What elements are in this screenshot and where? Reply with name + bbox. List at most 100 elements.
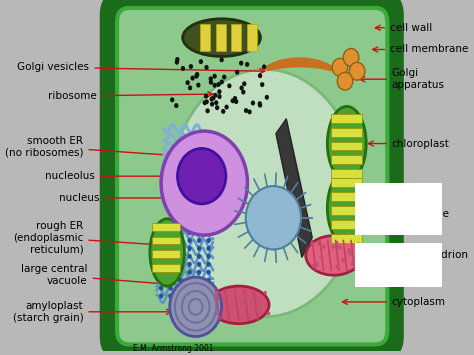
Circle shape [168, 294, 173, 299]
Circle shape [159, 230, 163, 235]
Circle shape [197, 278, 201, 283]
Circle shape [212, 74, 217, 79]
Bar [331, 178, 362, 187]
Circle shape [204, 65, 209, 70]
Circle shape [178, 222, 182, 227]
Circle shape [216, 82, 220, 87]
Circle shape [187, 238, 192, 243]
Circle shape [207, 294, 211, 299]
Circle shape [207, 238, 211, 243]
Bar [331, 169, 362, 178]
Circle shape [177, 148, 226, 204]
Circle shape [189, 64, 193, 69]
Circle shape [349, 252, 353, 256]
Circle shape [257, 311, 261, 315]
Circle shape [240, 316, 243, 320]
Circle shape [241, 89, 246, 94]
Circle shape [205, 108, 210, 113]
Circle shape [207, 278, 211, 283]
Circle shape [339, 246, 342, 250]
Circle shape [197, 238, 201, 243]
Ellipse shape [328, 171, 366, 245]
Circle shape [212, 83, 217, 88]
Circle shape [264, 95, 269, 100]
Text: nucleolus: nucleolus [45, 171, 182, 181]
Circle shape [349, 62, 365, 80]
Circle shape [178, 285, 182, 290]
Bar [331, 206, 362, 215]
Circle shape [341, 258, 345, 262]
Circle shape [218, 94, 222, 99]
Circle shape [175, 57, 180, 62]
Circle shape [168, 238, 173, 243]
Bar [200, 24, 210, 51]
Circle shape [258, 303, 262, 307]
Text: rough ER
(endoplasmic
reticulum): rough ER (endoplasmic reticulum) [13, 221, 165, 254]
Circle shape [187, 294, 192, 299]
Circle shape [234, 99, 238, 104]
Bar [331, 114, 362, 123]
Circle shape [159, 238, 163, 243]
Circle shape [178, 294, 182, 299]
Circle shape [233, 96, 237, 101]
Bar [153, 250, 180, 258]
Circle shape [170, 97, 174, 102]
Circle shape [210, 97, 214, 102]
Ellipse shape [306, 236, 362, 275]
Circle shape [168, 262, 173, 267]
Circle shape [234, 291, 237, 295]
Bar [331, 192, 362, 201]
Circle shape [187, 230, 192, 235]
Circle shape [343, 49, 359, 66]
Circle shape [178, 246, 182, 251]
Circle shape [199, 59, 203, 64]
Text: E.M. Armstrong 2001: E.M. Armstrong 2001 [133, 344, 213, 354]
Circle shape [258, 73, 262, 78]
Circle shape [244, 294, 247, 298]
Circle shape [257, 101, 262, 106]
Bar [216, 24, 226, 51]
Circle shape [214, 100, 219, 105]
Circle shape [197, 222, 201, 227]
Circle shape [219, 80, 224, 84]
Circle shape [159, 278, 163, 283]
Circle shape [245, 62, 249, 67]
Circle shape [175, 60, 179, 65]
Circle shape [159, 262, 163, 267]
Circle shape [197, 294, 201, 299]
Circle shape [197, 285, 201, 290]
Bar [356, 183, 442, 235]
Circle shape [207, 246, 211, 251]
Text: cell wall: cell wall [375, 23, 432, 33]
Circle shape [317, 241, 320, 245]
Circle shape [194, 74, 199, 79]
Circle shape [348, 250, 351, 254]
Circle shape [188, 85, 192, 90]
FancyBboxPatch shape [107, 0, 397, 354]
Circle shape [187, 262, 192, 267]
Circle shape [207, 222, 211, 227]
Circle shape [178, 230, 182, 235]
Bar [153, 236, 180, 245]
Text: amyloplast
(starch grain): amyloplast (starch grain) [13, 301, 172, 323]
Bar [331, 234, 362, 242]
Circle shape [337, 72, 353, 90]
Circle shape [204, 94, 208, 99]
Circle shape [254, 307, 257, 311]
Text: nucleus: nucleus [59, 193, 168, 203]
Circle shape [213, 93, 218, 98]
Circle shape [260, 82, 264, 87]
Circle shape [168, 285, 173, 290]
Circle shape [159, 246, 163, 251]
Circle shape [230, 98, 235, 103]
Bar [331, 142, 362, 151]
Bar [153, 264, 180, 272]
Circle shape [191, 76, 195, 81]
Ellipse shape [170, 69, 360, 317]
Circle shape [247, 109, 252, 114]
Circle shape [219, 57, 224, 62]
Circle shape [211, 95, 216, 100]
Bar [331, 155, 362, 164]
Circle shape [168, 246, 173, 251]
Bar [153, 223, 180, 231]
